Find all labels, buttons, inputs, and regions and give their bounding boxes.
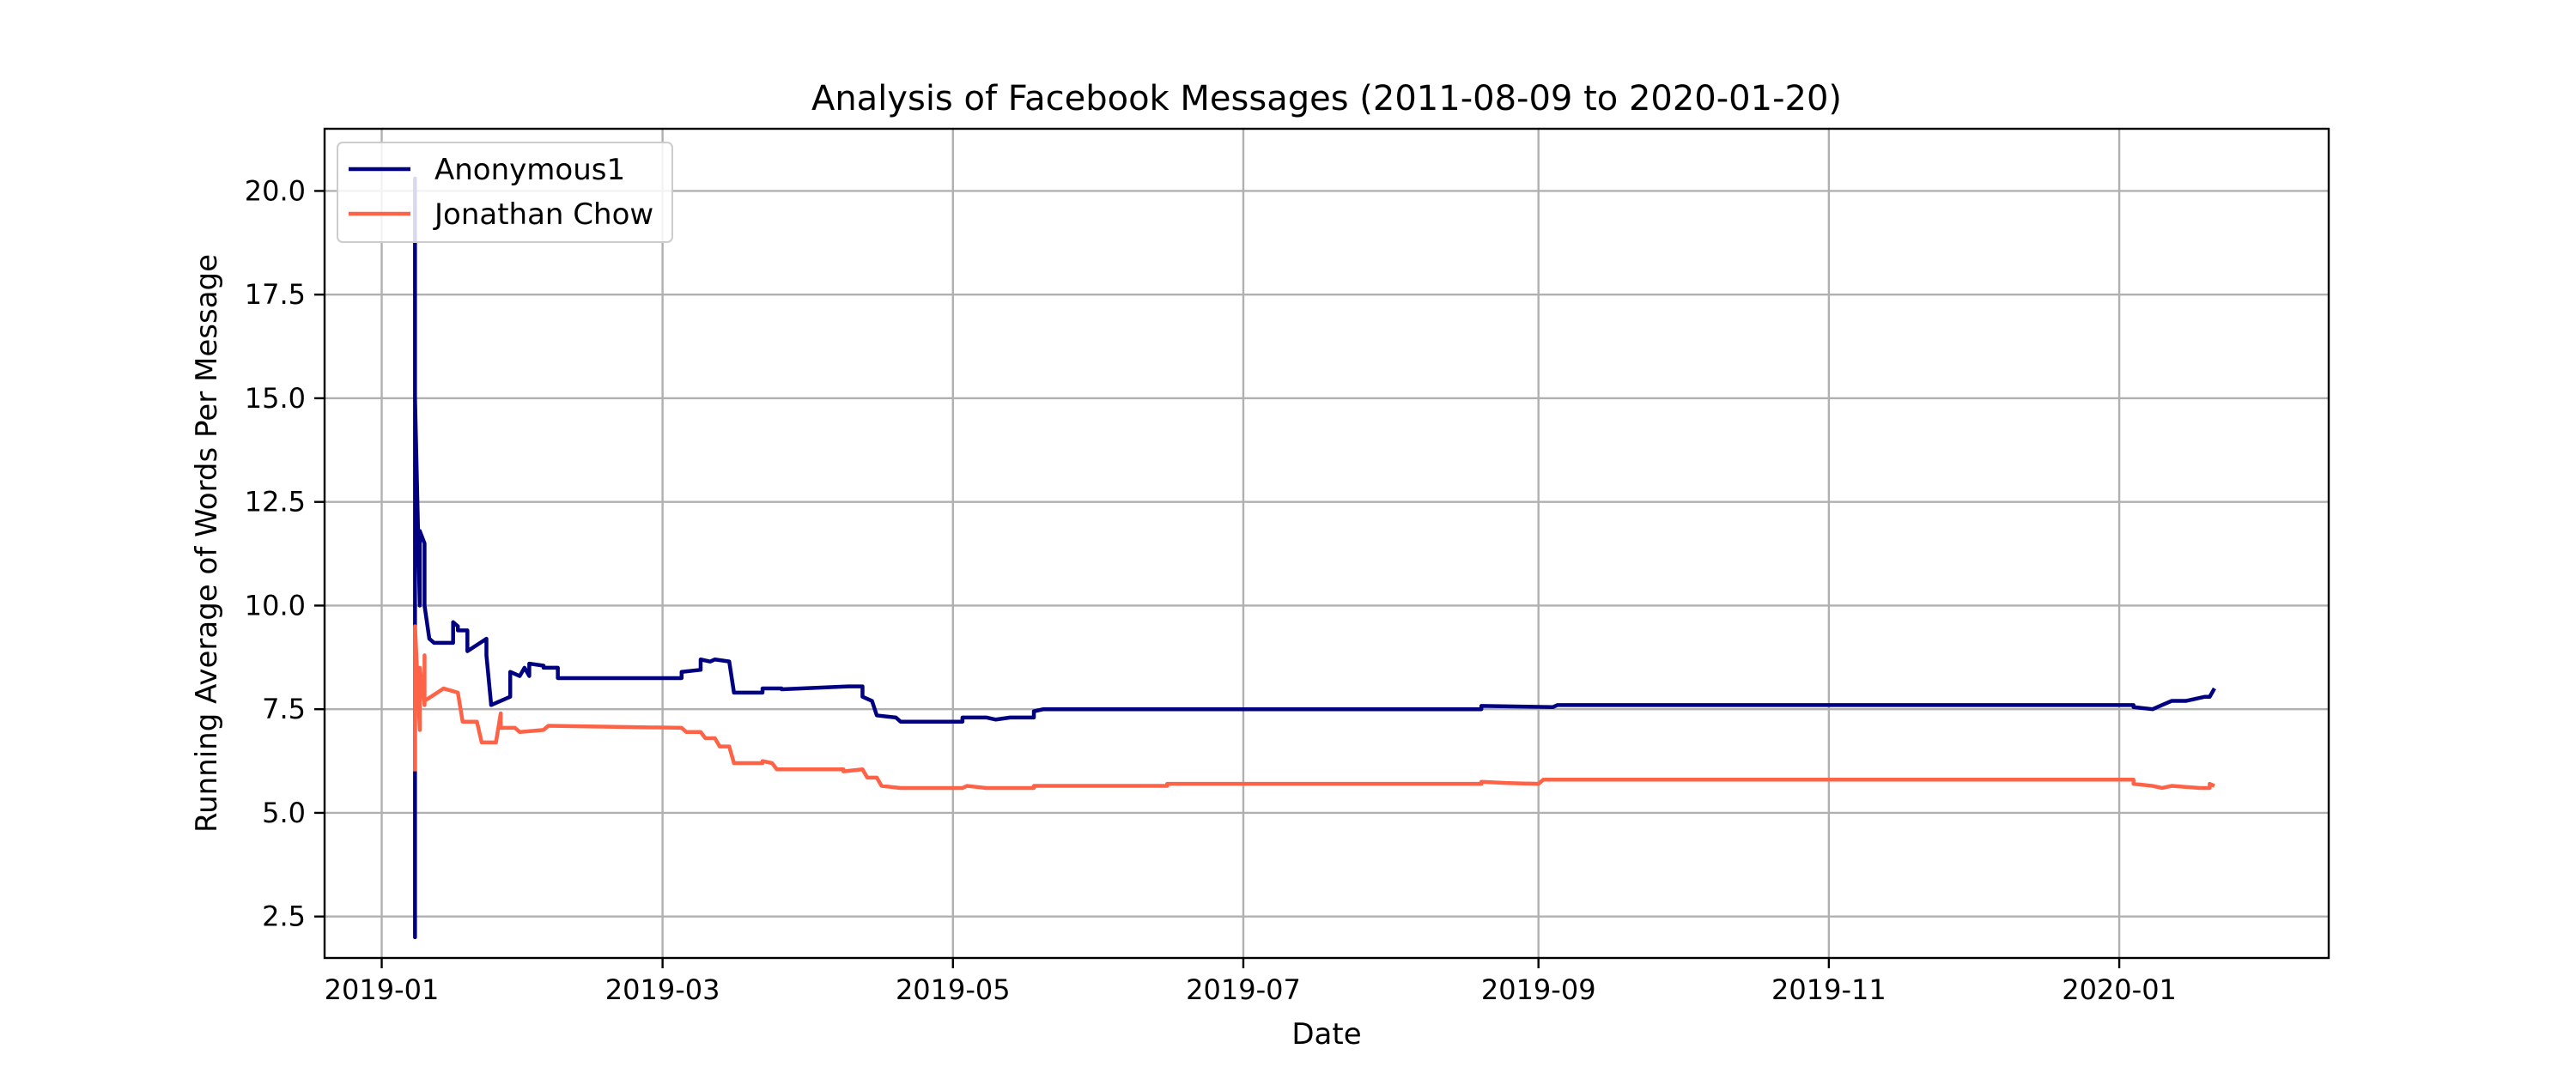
y-tick-label: 12.5 [245, 486, 306, 518]
y-tick-label: 15.0 [245, 382, 306, 415]
y-tick-label: 2.5 [262, 900, 306, 933]
legend-box [337, 142, 673, 243]
y-tick-label: 7.5 [262, 693, 306, 725]
plot-frame [323, 127, 2330, 960]
series-line-anonymous1 [413, 176, 2216, 940]
y-axis-label: Running Average of Words Per Message [190, 254, 224, 833]
tick-layer: 2019-01 2019-03 2019-05 2019-07 2019-09 2019-… [245, 174, 2177, 1006]
x-tick-label: 2019-11 [1771, 973, 1886, 1006]
x-tick-label: 2019-07 [1186, 973, 1301, 1006]
chart-title: Analysis of Facebook Messages (2011-08-0… [811, 79, 1842, 118]
y-tick-label: 17.5 [245, 278, 306, 311]
x-tick-label: 2020-01 [2062, 973, 2177, 1006]
x-tick-label: 2019-03 [605, 973, 720, 1006]
x-tick-label: 2019-09 [1481, 973, 1596, 1006]
legend: Anonymous1 Jonathan Chow [337, 142, 673, 243]
legend-label-jonathan-chow: Jonathan Chow [433, 197, 653, 232]
x-tick-label: 2019-05 [896, 973, 1011, 1006]
y-tick-label: 5.0 [262, 797, 306, 829]
series-layer [413, 176, 2216, 940]
x-tick-label: 2019-01 [325, 973, 440, 1006]
y-tick-label: 20.0 [245, 174, 306, 207]
y-tick-label: 10.0 [245, 589, 306, 621]
legend-label-anonymous1: Anonymous1 [434, 153, 625, 187]
series-line-jonathan-chow [413, 624, 2215, 791]
x-axis-label: Date [1291, 1017, 1361, 1052]
